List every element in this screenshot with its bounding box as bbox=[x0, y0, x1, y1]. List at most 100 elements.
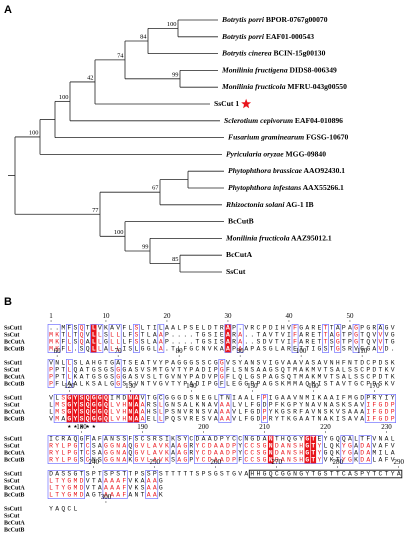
residue: P bbox=[263, 374, 267, 381]
residue: C bbox=[86, 457, 90, 464]
residue: V bbox=[226, 360, 230, 367]
taxon-label: Botrytis porri EAF01-000543 bbox=[221, 32, 314, 41]
residue: A bbox=[104, 485, 108, 492]
residue: Y bbox=[342, 443, 346, 450]
residue: P bbox=[189, 374, 193, 381]
residue: T bbox=[55, 485, 59, 492]
bootstrap-value: 67 bbox=[152, 185, 159, 192]
taxon-label: SsCut bbox=[226, 267, 246, 276]
residue: L bbox=[61, 457, 65, 464]
residue: D bbox=[202, 374, 206, 381]
residue: A bbox=[98, 450, 102, 457]
residue: R bbox=[372, 325, 376, 332]
residue: V bbox=[360, 402, 364, 409]
residue: Y bbox=[74, 409, 78, 416]
identity-column bbox=[103, 394, 109, 423]
residue: F bbox=[128, 339, 132, 346]
residue: D bbox=[385, 346, 389, 353]
bootstrap-value: 74 bbox=[117, 52, 124, 59]
species-name: Botrytis cinerea bbox=[221, 48, 272, 57]
residue: . bbox=[244, 339, 248, 346]
residue: A bbox=[153, 443, 157, 450]
residue: Q bbox=[269, 471, 273, 478]
residue: G bbox=[74, 471, 78, 478]
residue: C bbox=[366, 360, 370, 367]
residue: Y bbox=[391, 471, 395, 478]
residue: Q bbox=[74, 436, 78, 443]
residue: I bbox=[202, 381, 206, 388]
taxon-label: Phytophthora infestans AAX55266.1 bbox=[228, 183, 344, 192]
residue: G bbox=[263, 457, 267, 464]
residue: T bbox=[360, 339, 364, 346]
residue: P bbox=[232, 325, 236, 332]
residue: S bbox=[342, 409, 346, 416]
residue: N bbox=[92, 457, 96, 464]
residue: T bbox=[196, 339, 200, 346]
residue: Y bbox=[342, 457, 346, 464]
residue: N bbox=[202, 346, 206, 353]
similarity-frame bbox=[47, 359, 55, 388]
sequence-name: SsCut bbox=[4, 367, 19, 373]
residue: F bbox=[128, 332, 132, 339]
residue: Y bbox=[299, 436, 303, 443]
residue: D bbox=[360, 443, 364, 450]
residue: L bbox=[147, 332, 151, 339]
similarity-frame bbox=[218, 394, 232, 423]
residue: A bbox=[299, 416, 303, 423]
residue: S bbox=[135, 436, 139, 443]
residue: M bbox=[55, 409, 59, 416]
residue: N bbox=[171, 402, 175, 409]
residue: K bbox=[391, 360, 395, 367]
residue: G bbox=[354, 381, 358, 388]
similarity-frame bbox=[66, 324, 73, 353]
residue: F bbox=[226, 367, 230, 374]
residue: M bbox=[372, 450, 376, 457]
residue: C bbox=[275, 471, 279, 478]
residue: M bbox=[293, 367, 297, 374]
residue: K bbox=[342, 402, 346, 409]
residue: G bbox=[336, 332, 340, 339]
residue: I bbox=[336, 395, 340, 402]
residue: V bbox=[159, 450, 163, 457]
residue: A bbox=[220, 443, 224, 450]
residue: Q bbox=[86, 409, 90, 416]
residue: Q bbox=[330, 450, 334, 457]
residue: V bbox=[232, 409, 236, 416]
residue: G bbox=[67, 492, 71, 499]
residue: N bbox=[202, 402, 206, 409]
residue: R bbox=[348, 346, 352, 353]
taxon-label: Monilinia fructicola AAZ95012.1 bbox=[225, 233, 332, 242]
residue: N bbox=[128, 395, 132, 402]
residue: . bbox=[171, 339, 175, 346]
residue: T bbox=[330, 325, 334, 332]
identity-column bbox=[97, 394, 103, 423]
residue: S bbox=[257, 360, 261, 367]
residue: S bbox=[208, 471, 212, 478]
residue: T bbox=[141, 492, 145, 499]
residue: G bbox=[318, 346, 322, 353]
residue: N bbox=[305, 402, 309, 409]
residue: G bbox=[98, 416, 102, 423]
sequence-name: SsCut bbox=[4, 513, 19, 519]
residue: S bbox=[208, 339, 212, 346]
residue: L bbox=[147, 450, 151, 457]
residue: S bbox=[311, 360, 315, 367]
residue: A bbox=[354, 402, 358, 409]
residue: P bbox=[135, 471, 139, 478]
residue: G bbox=[92, 416, 96, 423]
residue: N bbox=[196, 395, 200, 402]
residue: T bbox=[159, 374, 163, 381]
residue: I bbox=[379, 450, 383, 457]
residue: Q bbox=[171, 416, 175, 423]
residue: G bbox=[214, 381, 218, 388]
residue: P bbox=[257, 381, 261, 388]
sequence-name: BcCutB bbox=[4, 381, 24, 387]
similarity-frame bbox=[133, 435, 171, 464]
bootstrap-value: 77 bbox=[92, 207, 99, 214]
residue: Y bbox=[74, 402, 78, 409]
residue: K bbox=[214, 346, 218, 353]
residue: A bbox=[74, 381, 78, 388]
residue: A bbox=[269, 374, 273, 381]
residue: A bbox=[263, 367, 267, 374]
residue: S bbox=[263, 346, 267, 353]
